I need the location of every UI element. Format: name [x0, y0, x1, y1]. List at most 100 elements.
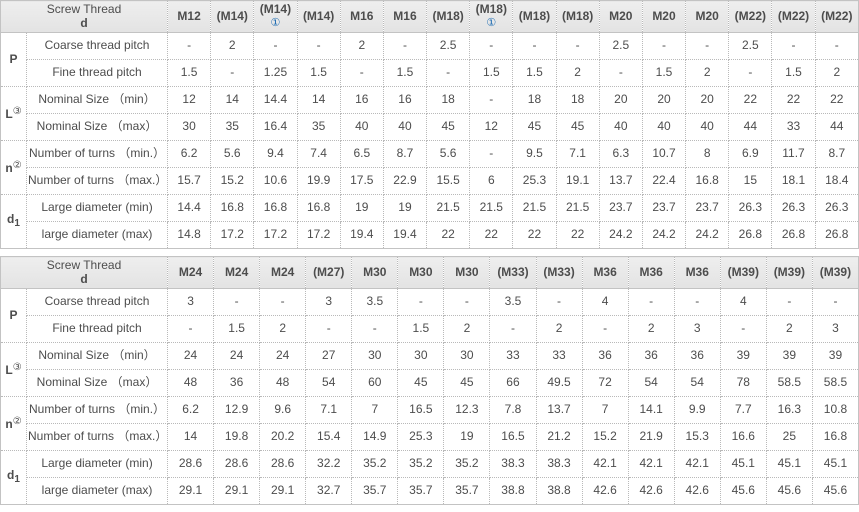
- data-cell: -: [469, 86, 514, 114]
- column-header-label: M16: [393, 8, 417, 23]
- data-cell: 9.6: [259, 396, 307, 424]
- data-cell: -: [765, 288, 813, 316]
- data-cell: 12.9: [213, 396, 261, 424]
- corner-subtitle: d: [80, 271, 88, 286]
- data-cell: 18: [512, 86, 557, 114]
- column-header-note: ①: [486, 17, 497, 30]
- column-header-m18-8: (M18): [512, 0, 557, 33]
- data-cell: 12.3: [443, 396, 491, 424]
- data-cell: 28.6: [213, 450, 261, 478]
- row-label: Nominal Size （min）: [25, 342, 169, 370]
- column-header-label: (M39): [773, 264, 806, 279]
- row-label: Fine thread pitch: [25, 315, 169, 343]
- column-header-label: M24: [224, 264, 249, 279]
- data-cell: 5.6: [426, 140, 471, 168]
- data-cell: 28.6: [259, 450, 307, 478]
- data-cell: 35.2: [443, 450, 491, 478]
- data-cell: 2: [339, 32, 384, 60]
- data-cell: 38.3: [535, 450, 583, 478]
- data-cell: -: [489, 315, 537, 343]
- data-cell: -: [771, 32, 816, 60]
- column-header-label: (M22): [821, 8, 853, 23]
- data-cell: 2: [814, 59, 859, 87]
- row-label: Number of turns （max.）: [25, 423, 169, 451]
- data-cell: 33: [535, 342, 583, 370]
- data-cell: 24.2: [685, 221, 730, 249]
- data-cell: -: [685, 32, 730, 60]
- data-cell: 22: [814, 86, 859, 114]
- column-header-label: (M27): [313, 264, 345, 279]
- data-cell: 15.2: [210, 167, 255, 195]
- data-cell: 33: [771, 113, 816, 141]
- row-group-symbol-n: n②: [0, 396, 27, 451]
- column-header-m18-9: (M18): [555, 0, 600, 33]
- data-cell: 5.6: [210, 140, 255, 168]
- data-cell: -: [259, 288, 307, 316]
- data-cell: 45: [443, 369, 491, 397]
- column-header-label: (M14): [216, 8, 248, 23]
- data-cell: 39: [765, 342, 813, 370]
- column-header-label: M12: [177, 8, 201, 23]
- data-cell: 7.1: [555, 140, 600, 168]
- data-cell: 24: [259, 342, 307, 370]
- data-cell: 29.1: [213, 477, 261, 505]
- column-header-m18-6: (M18): [426, 0, 471, 33]
- data-cell: 25.3: [397, 423, 445, 451]
- data-cell: 4: [719, 288, 767, 316]
- data-cell: 19.8: [213, 423, 261, 451]
- data-cell: 6.9: [728, 140, 773, 168]
- data-cell: 49.5: [535, 369, 583, 397]
- data-cell: 11.7: [771, 140, 816, 168]
- column-header-m20-10: M20: [598, 0, 643, 33]
- data-cell: 17.2: [253, 221, 298, 249]
- data-cell: 2: [259, 315, 307, 343]
- data-cell: 17.2: [210, 221, 255, 249]
- data-cell: 13.7: [535, 396, 583, 424]
- data-cell: 16.4: [253, 113, 298, 141]
- data-cell: 13.7: [598, 167, 643, 195]
- column-header-m12-0: M12: [167, 0, 212, 33]
- column-header-m14-3: (M14): [296, 0, 341, 33]
- column-header-label: M30: [409, 264, 433, 279]
- data-cell: 15.4: [305, 423, 353, 451]
- data-cell: 22: [771, 86, 816, 114]
- data-cell: -: [627, 288, 675, 316]
- column-header-m36-9: M36: [581, 256, 629, 289]
- data-cell: 32.2: [305, 450, 353, 478]
- column-header-m36-10: M36: [627, 256, 675, 289]
- data-cell: 22: [426, 221, 471, 249]
- data-cell: 23.7: [641, 194, 687, 222]
- data-cell: 42.6: [581, 477, 629, 505]
- data-cell: 9.5: [512, 140, 557, 168]
- row-group-symbol-d: d1: [0, 194, 27, 249]
- column-header-m22-14: (M22): [771, 0, 816, 33]
- data-cell: 40: [598, 113, 643, 141]
- data-cell: 14.8: [167, 221, 212, 249]
- data-cell: 3: [673, 315, 721, 343]
- data-cell: 7: [351, 396, 399, 424]
- header-row: Screw Thread d M12 (M14) (M14) ① (M14) M16 M16 (M…: [0, 0, 859, 33]
- data-cell: 66: [489, 369, 537, 397]
- data-cell: 18.4: [814, 167, 859, 195]
- data-cell: 12: [469, 113, 514, 141]
- data-cell: 42.1: [581, 450, 629, 478]
- data-cell: 45: [512, 113, 557, 141]
- data-cell: 17.5: [339, 167, 384, 195]
- column-header-m22-13: (M22): [728, 0, 773, 33]
- column-header-label: (M33): [543, 264, 575, 279]
- row-label: Number of turns （min.）: [25, 140, 169, 168]
- row-label: Number of turns （max.）: [25, 167, 169, 195]
- data-cell: 26.8: [728, 221, 773, 249]
- data-cell: 36: [627, 342, 675, 370]
- column-header-label: M20: [652, 8, 676, 23]
- column-header-m30-6: M30: [443, 256, 491, 289]
- data-cell: 16: [339, 86, 384, 114]
- corner-header-screw-thread: Screw Thread d: [0, 256, 169, 289]
- data-cell: 20: [641, 86, 687, 114]
- data-cell: 7.7: [719, 396, 767, 424]
- table-row: d1 Large diameter (min) 28.6 28.6 28.6 32.2 35…: [0, 450, 859, 505]
- column-header-m20-12: M20: [685, 0, 730, 33]
- data-cell: 58.5: [811, 369, 859, 397]
- data-cell: 27: [305, 342, 353, 370]
- data-cell: 16.8: [210, 194, 255, 222]
